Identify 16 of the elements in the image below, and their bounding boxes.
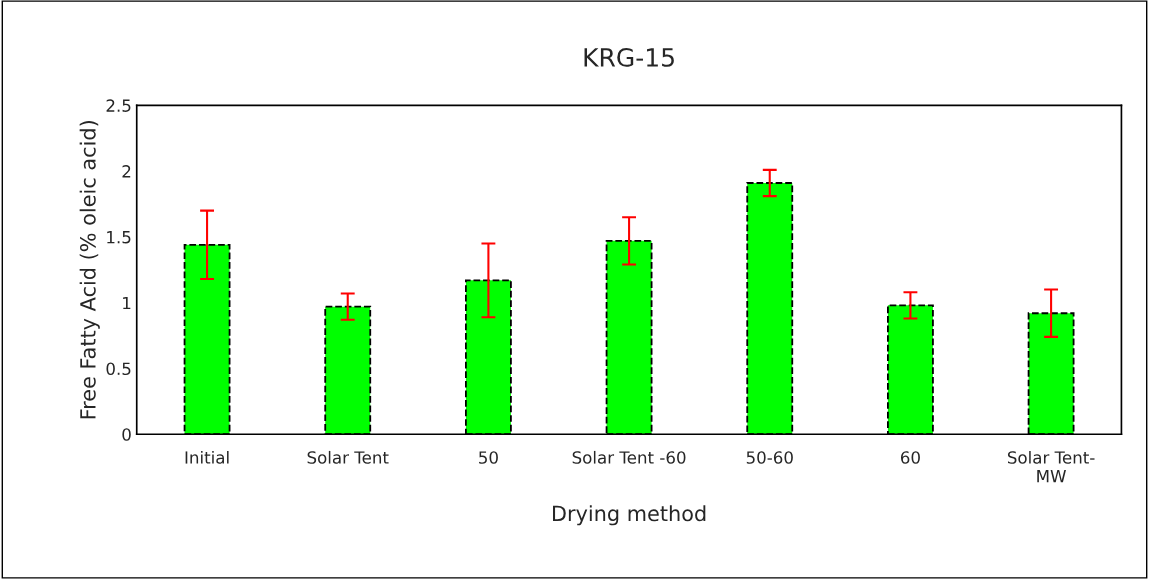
chart-title: KRG-15	[584, 47, 674, 67]
x-tick-label: 60	[900, 451, 920, 464]
x-tick-label: Solar Tent	[307, 450, 389, 464]
x-tick-label: Solar Tent -60	[572, 450, 686, 464]
x-tick-label: Solar Tent- MW	[1007, 450, 1095, 483]
x-tick-label: 50-60	[746, 451, 793, 464]
y-tick-label: 1	[123, 296, 131, 310]
y-tick-label: 2.5	[106, 99, 131, 112]
y-tick-label: 1.5	[107, 231, 131, 244]
y-tick-label: 0.5	[106, 362, 131, 376]
y-axis-title: Free Fatty Acid (% oleic acid)	[79, 121, 100, 419]
x-tick-label: 50	[479, 451, 498, 464]
y-tick-label: 0	[122, 428, 131, 441]
x-tick-label: Initial	[185, 450, 229, 464]
x-axis-title: Drying method	[553, 505, 706, 526]
y-tick-label: 2	[122, 165, 131, 178]
